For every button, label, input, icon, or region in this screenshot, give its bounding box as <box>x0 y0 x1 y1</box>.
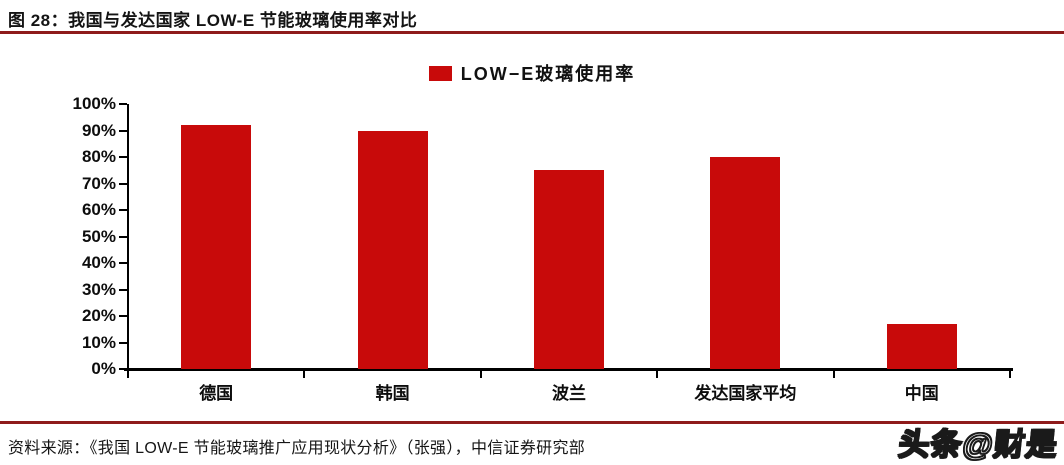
y-axis-tick-label: 90% <box>81 120 116 140</box>
y-axis-tick <box>119 182 127 185</box>
y-axis-tick-label: 60% <box>81 200 116 219</box>
y-axis-tick-label: 50% <box>81 226 116 246</box>
y-axis-tick <box>119 156 127 158</box>
title-divider-line <box>0 31 1064 34</box>
x-axis-tick <box>479 371 482 378</box>
legend-label: LOW−E玻璃使用率 <box>460 64 636 84</box>
y-axis-tick-label: 30% <box>81 279 116 299</box>
x-axis-category-label: 德国 <box>199 384 234 403</box>
figure-title: 图 28：我国与发达国家 LOW-E 节能玻璃使用率对比 <box>8 11 418 30</box>
y-axis-tick-label: 70% <box>81 173 116 193</box>
y-axis-line <box>127 104 129 370</box>
x-axis-tick <box>832 371 835 378</box>
y-axis-tick <box>119 103 127 105</box>
y-axis-tick-label: 0% <box>91 359 116 378</box>
watermark: 头条@财是 <box>896 426 1061 463</box>
chart-legend: LOW−E玻璃使用率 <box>0 60 1064 86</box>
y-axis-tick <box>119 235 127 238</box>
y-axis-tick <box>119 262 127 264</box>
chart-bar <box>710 157 781 369</box>
legend-color-swatch <box>428 65 452 81</box>
x-axis-tick <box>127 371 129 378</box>
chart-bar <box>534 170 604 369</box>
source-note: 资料来源：《我国 LOW-E 节能玻璃推广应用现状分析》（张强），中信证券研究部 <box>8 440 586 457</box>
legend-entry: LOW−E玻璃使用率 <box>428 60 636 86</box>
footer-divider-line <box>0 421 1064 424</box>
y-axis-tick <box>119 315 127 317</box>
y-axis-tick-label: 100% <box>72 94 116 113</box>
y-axis-tick-label: 10% <box>81 332 116 352</box>
x-axis-line <box>124 368 1013 371</box>
x-axis-tick <box>1009 371 1011 378</box>
x-axis-tick <box>656 371 659 378</box>
y-axis-tick-label: 40% <box>81 253 116 272</box>
chart-bar <box>886 323 957 369</box>
x-axis-category-label: 波兰 <box>551 384 586 403</box>
y-axis-tick-label: 80% <box>81 147 116 166</box>
x-axis-tick <box>303 371 306 378</box>
y-axis-tick <box>119 209 127 211</box>
x-axis-category-label: 韩国 <box>375 384 410 403</box>
y-axis-tick <box>119 368 127 370</box>
chart-bar <box>357 130 428 369</box>
x-axis-category-label: 发达国家平均 <box>694 384 797 403</box>
x-axis-category-label: 中国 <box>904 384 939 403</box>
y-axis-tick <box>119 341 127 344</box>
y-axis-tick <box>119 129 127 132</box>
chart-bar <box>181 125 252 369</box>
y-axis-tick <box>119 288 127 291</box>
y-axis-tick-label: 20% <box>81 306 116 325</box>
